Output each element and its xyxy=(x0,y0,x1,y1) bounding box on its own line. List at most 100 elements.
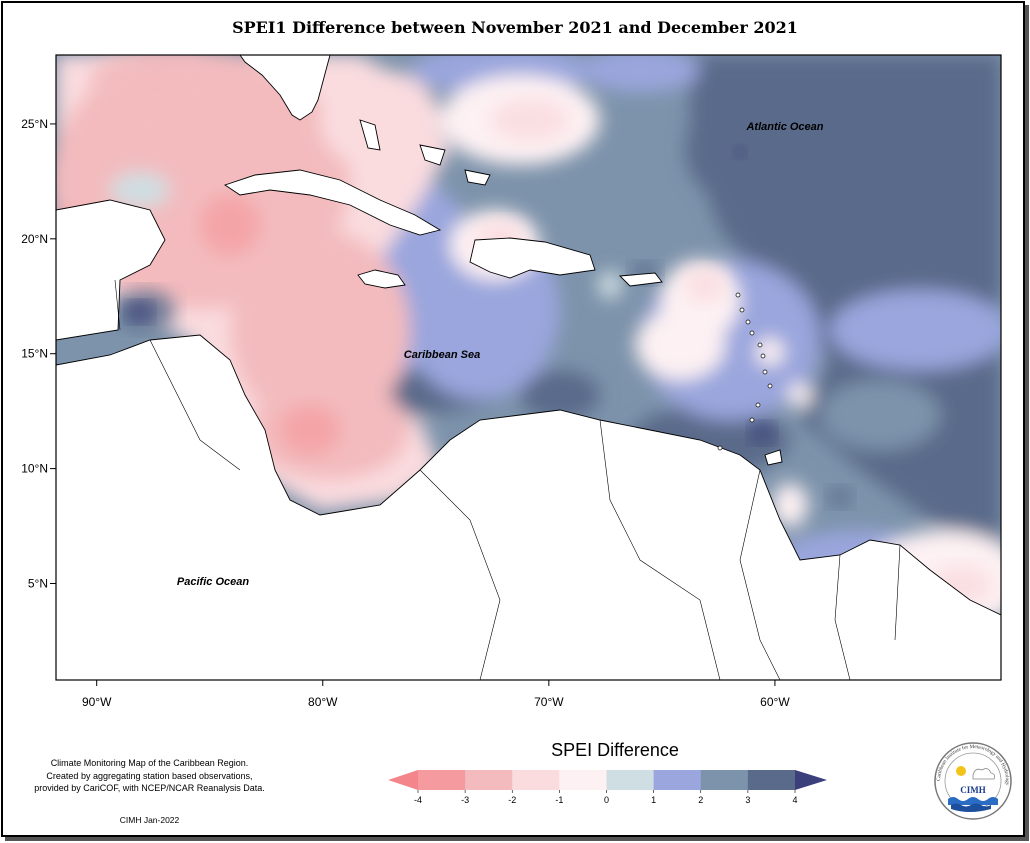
credits-line-2: Created by aggregating station based obs… xyxy=(46,770,253,781)
field-core-1 xyxy=(280,405,340,455)
country-border-1 xyxy=(149,339,201,441)
land-mask xyxy=(56,55,1001,680)
caribbean-sea-label: Caribbean Sea xyxy=(404,349,480,361)
legend-tick-label-0: -4 xyxy=(414,795,422,805)
island-3 xyxy=(749,330,755,336)
country-border-0 xyxy=(114,279,121,331)
field-core-10 xyxy=(128,302,152,322)
land-shape-10 xyxy=(464,169,491,186)
y-tick-label-2: 15°N xyxy=(21,347,48,361)
legend-arrow-high xyxy=(795,770,827,790)
land-shape-5 xyxy=(357,269,406,289)
field-core-0 xyxy=(200,195,260,255)
island-8 xyxy=(755,402,761,408)
land-shape-6 xyxy=(618,272,663,287)
legend-colorbar: -4 -3 -2 -1 0 1 2 3 4 xyxy=(388,770,827,805)
land-shape-8 xyxy=(359,119,381,151)
credits-line-3: provided by CariCOF, with NCEP/NCAR Rean… xyxy=(34,783,265,793)
legend-swatch-7 xyxy=(747,770,796,790)
legend-tick-label-5: 1 xyxy=(651,795,656,805)
land-shape-3 xyxy=(223,169,442,236)
field-core-4 xyxy=(490,98,570,142)
country-border-2 xyxy=(199,439,241,471)
waves-icon xyxy=(948,797,998,805)
credits-line-1: Climate Monitoring Map of the Caribbean … xyxy=(50,758,249,768)
y-tick-label-3: 10°N xyxy=(21,462,48,476)
legend-swatch-3 xyxy=(559,770,607,790)
pacific-ocean-label: Pacific Ocean xyxy=(177,576,249,588)
sun-icon xyxy=(956,766,966,776)
logo-text: CIMH xyxy=(960,785,986,795)
land-shape-7 xyxy=(764,449,783,466)
field-blob-6 xyxy=(820,380,940,450)
legend-arrow-low xyxy=(388,770,418,790)
x-tick-label-0: 90°W xyxy=(82,695,112,709)
legend-swatch-0 xyxy=(418,770,466,790)
field-blob-23 xyxy=(772,483,808,527)
land-shape-4 xyxy=(469,237,596,279)
field-blobs xyxy=(56,55,1001,670)
plot-border xyxy=(55,54,1002,681)
field-core-6 xyxy=(685,267,725,303)
field-blob-26 xyxy=(110,172,170,208)
legend-tick-label-6: 2 xyxy=(698,795,703,805)
y-tick-label-0: 25°N xyxy=(21,117,48,131)
field-core-11 xyxy=(734,146,746,158)
field-core-3 xyxy=(90,55,210,110)
field-core-13 xyxy=(828,487,852,507)
field-blob-4 xyxy=(520,370,600,420)
legend-tick-label-7: 3 xyxy=(745,795,750,805)
field-blob-24 xyxy=(788,383,812,407)
x-tick-label-2: 70°W xyxy=(534,695,564,709)
legend-swatch-1 xyxy=(465,770,513,790)
island-2 xyxy=(745,319,751,325)
field-blob-25 xyxy=(756,338,784,366)
legend-tick-label-3: -1 xyxy=(555,795,563,805)
axes: 90°W 80°W 70°W 60°W 25°N 20°N 15°N 10°N 5°N xyxy=(21,117,790,709)
cloud-icon xyxy=(972,768,995,780)
field-blob-8 xyxy=(580,55,700,92)
field-blob-27 xyxy=(598,271,622,299)
x-tick-label-3: 60°W xyxy=(760,695,790,709)
country-border-5 xyxy=(739,469,781,680)
island-0 xyxy=(735,292,741,298)
field-blob-21 xyxy=(635,310,725,380)
island-9 xyxy=(749,417,755,423)
land-shape-2 xyxy=(56,334,1001,680)
legend-tick-label-8: 4 xyxy=(792,795,797,805)
legend-swatch-2 xyxy=(512,770,560,790)
land-shape-9 xyxy=(419,144,446,166)
legend-swatch-6 xyxy=(700,770,749,790)
field-blob-17 xyxy=(320,70,440,170)
land-shape-0 xyxy=(239,55,331,121)
y-tick-label-1: 20°N xyxy=(21,232,48,246)
atlantic-ocean-label: Atlantic Ocean xyxy=(745,121,823,133)
legend-tick-label-1: -3 xyxy=(461,795,469,805)
legend-tick-label-2: -2 xyxy=(508,795,516,805)
cimh-logo: CIMH Caribbean Institute for Meteorology… xyxy=(934,742,1012,820)
x-tick-label-1: 80°W xyxy=(308,695,338,709)
island-4 xyxy=(757,342,763,348)
country-border-4 xyxy=(599,419,721,680)
island-6 xyxy=(762,369,768,375)
legend-title: SPEI Difference xyxy=(551,740,679,760)
map-title: SPEI1 Difference between November 2021 a… xyxy=(232,18,798,37)
country-border-3 xyxy=(419,469,501,680)
legend-swatch-4 xyxy=(606,770,655,790)
country-border-6 xyxy=(834,554,851,680)
legend-swatch-5 xyxy=(653,770,702,790)
land-shape-1 xyxy=(56,199,166,341)
ocean-labels: Atlantic Ocean Caribbean Sea Pacific Oce… xyxy=(177,121,824,588)
island-5 xyxy=(760,353,766,359)
credits-date: CIMH Jan-2022 xyxy=(119,815,180,825)
island-10 xyxy=(717,445,723,451)
map-credits: Climate Monitoring Map of the Caribbean … xyxy=(22,757,277,795)
field-core-9 xyxy=(750,423,774,443)
y-tick-label-4: 5°N xyxy=(28,576,48,590)
island-1 xyxy=(739,307,745,313)
island-7 xyxy=(767,383,773,389)
field-blob-5 xyxy=(830,290,1001,370)
legend-tick-label-4: 0 xyxy=(604,795,609,805)
country-border-7 xyxy=(894,544,901,641)
